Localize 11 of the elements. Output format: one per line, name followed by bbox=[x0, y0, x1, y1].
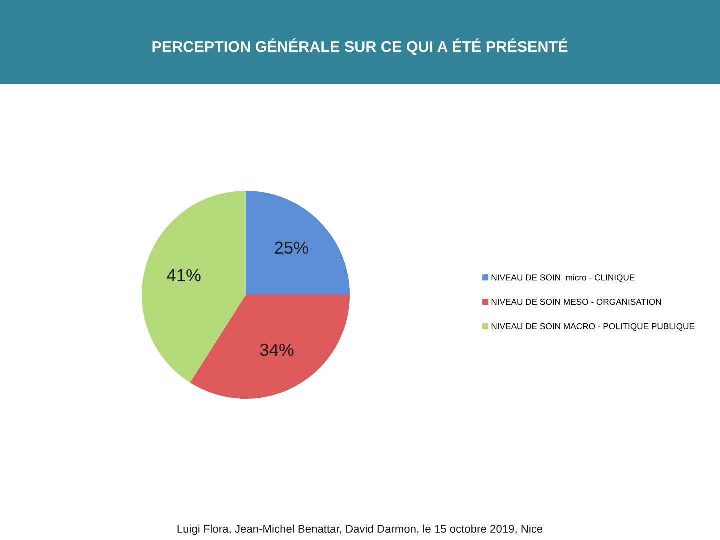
legend-label: NIVEAU DE SOIN MESO - ORGANISATION bbox=[492, 299, 662, 306]
data-label: 34% bbox=[260, 344, 294, 356]
pie-slice bbox=[142, 191, 246, 383]
pie-slice bbox=[190, 295, 350, 399]
data-label: 41% bbox=[167, 269, 201, 282]
chart-title: PERCEPTION GÉNÉRALE SUR CE QUI A ÉTÉ PRÉSENTÉ bbox=[152, 38, 568, 56]
data-label: 25% bbox=[275, 242, 308, 254]
legend-label: NIVEAU DE SOIN MACRO - POLITIQUE PUBLIQUE bbox=[492, 323, 695, 332]
text: Luigi Flora, Jean-Michel Benattar, David Darmon, le 15 octobre 2019, Nice bbox=[178, 524, 543, 536]
pie-slice bbox=[246, 191, 350, 295]
legend-label: NIVEAU DE SOIN micro - CLINIQUE bbox=[492, 274, 635, 282]
